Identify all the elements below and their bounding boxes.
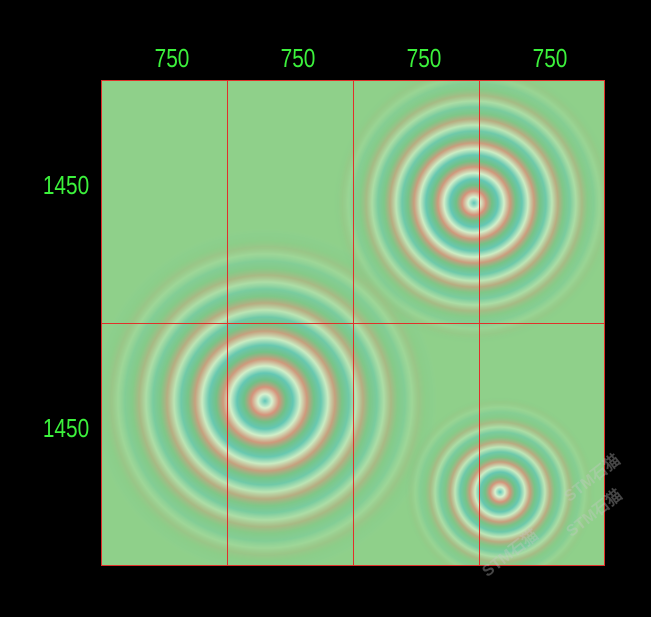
dim-top-4: 750 [532,43,568,73]
dim-top-2: 750 [280,43,316,73]
grid-line-h1 [101,323,605,324]
dim-top-3: 750 [406,43,442,73]
dim-left-1: 1450 [42,170,90,200]
dim-left-2: 1450 [42,413,90,443]
dim-top-1: 750 [154,43,190,73]
panel-border [101,80,605,566]
ripple-panel [101,80,605,566]
